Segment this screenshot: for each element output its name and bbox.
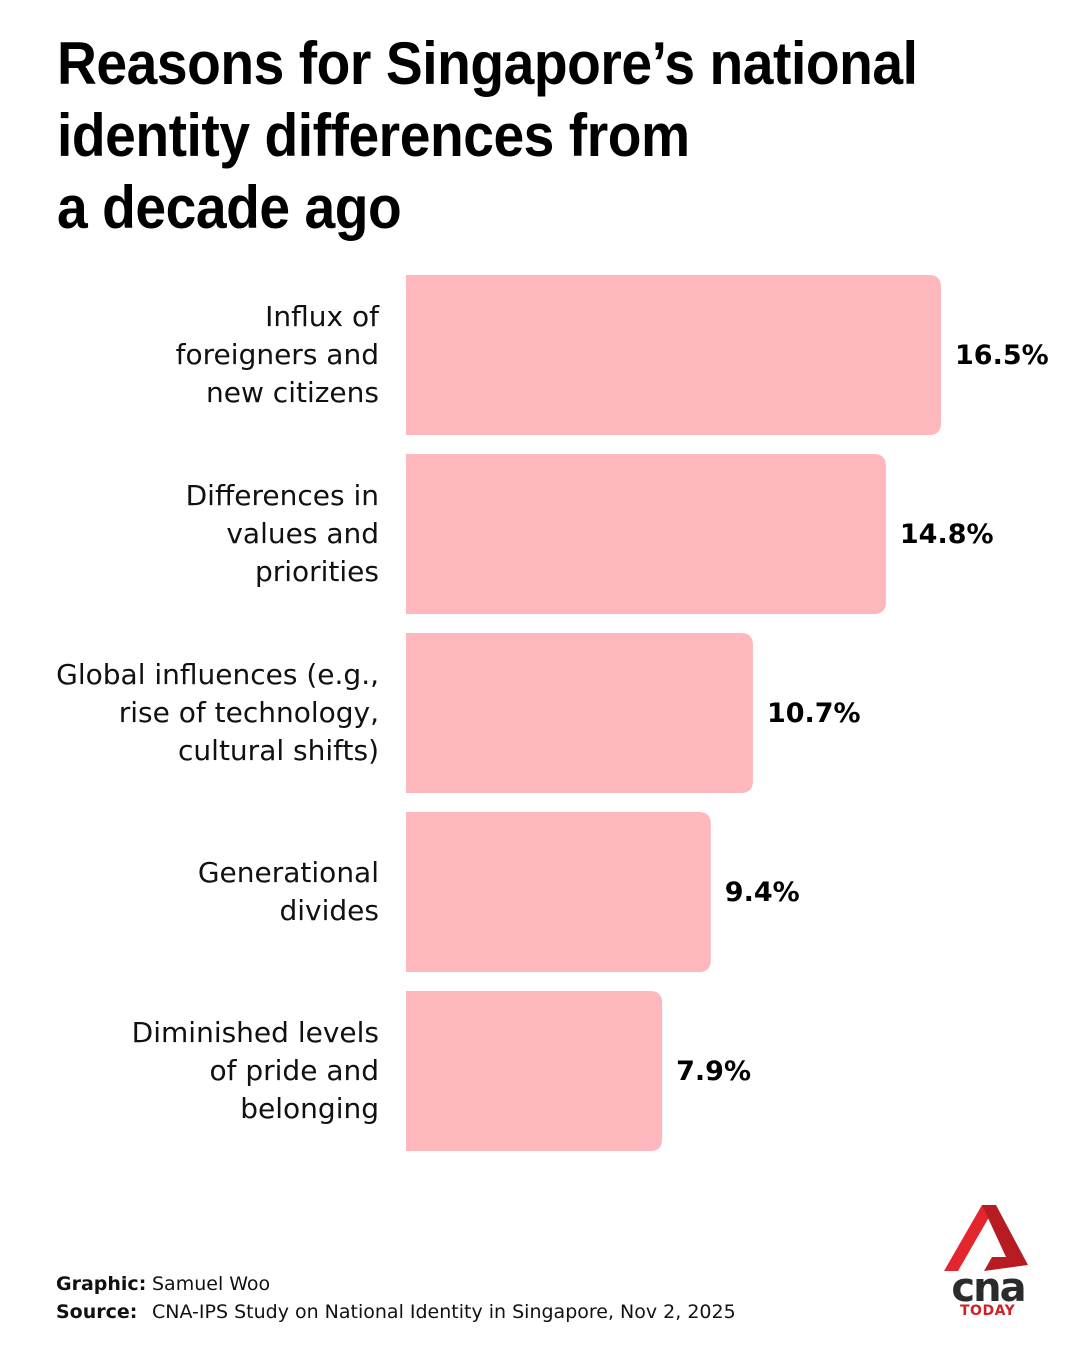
chart-title: Reasons for Singapore’s national identit… xyxy=(57,28,959,244)
bar xyxy=(406,275,941,435)
bar xyxy=(406,991,663,1151)
category-label-line: Generational xyxy=(198,856,379,889)
category-label: Global influences (e.g., rise of technolo… xyxy=(56,658,379,767)
category-label: Diminished levels of pride and belonging xyxy=(132,1016,379,1125)
category-label-line: foreigners and xyxy=(176,338,379,371)
category-label-line: new citizens xyxy=(206,376,379,409)
bar xyxy=(406,454,886,614)
credits: Graphic: Samuel Woo Source: CNA-IPS Study … xyxy=(56,1270,736,1326)
category-label-line: belonging xyxy=(240,1092,379,1125)
category-label-line: Differences in xyxy=(186,479,379,512)
category-label-line: divides xyxy=(280,894,380,927)
category-label-line: Diminished levels xyxy=(132,1016,379,1049)
bar xyxy=(406,812,711,972)
category-label: Differences in values and priorities xyxy=(186,479,379,588)
category-label-line: rise of technology, xyxy=(119,696,379,729)
category-label: Generational divides xyxy=(198,856,379,927)
value-label: 14.8% xyxy=(900,519,994,550)
logo-wordmark: cna xyxy=(951,1265,1024,1311)
value-label: 16.5% xyxy=(955,340,1049,371)
category-label-line: priorities xyxy=(255,555,379,588)
logo-today-text: TODAY xyxy=(960,1303,1016,1319)
graphic-credit: Graphic: Samuel Woo xyxy=(56,1270,736,1298)
logo-triangle-left xyxy=(944,1205,996,1271)
category-label-line: values and xyxy=(226,517,379,550)
title-line: identity differences from xyxy=(57,102,690,169)
graphic-value: Samuel Woo xyxy=(152,1273,271,1295)
category-label: Influx of foreigners and new citizens xyxy=(176,300,380,409)
category-label-line: of pride and xyxy=(209,1054,379,1087)
source-credit: Source: CNA-IPS Study on National Identit… xyxy=(56,1298,736,1326)
value-label: 7.9% xyxy=(676,1056,751,1087)
value-label: 9.4% xyxy=(725,877,800,908)
bar xyxy=(406,633,753,793)
category-label-line: Influx of xyxy=(265,300,380,333)
value-label: 10.7% xyxy=(767,698,861,729)
source-label: Source: xyxy=(56,1301,138,1323)
title-line: Reasons for Singapore’s national xyxy=(57,30,918,97)
source-value: CNA-IPS Study on National Identity in Si… xyxy=(152,1301,736,1323)
cna-logo-icon: cna xyxy=(944,1205,1028,1311)
category-label-line: Global influences (e.g., xyxy=(56,658,379,691)
logo-triangle-right xyxy=(982,1205,1028,1271)
title-line: a decade ago xyxy=(57,174,402,241)
category-label-line: cultural shifts) xyxy=(178,734,379,767)
graphic-label: Graphic: xyxy=(56,1273,147,1295)
